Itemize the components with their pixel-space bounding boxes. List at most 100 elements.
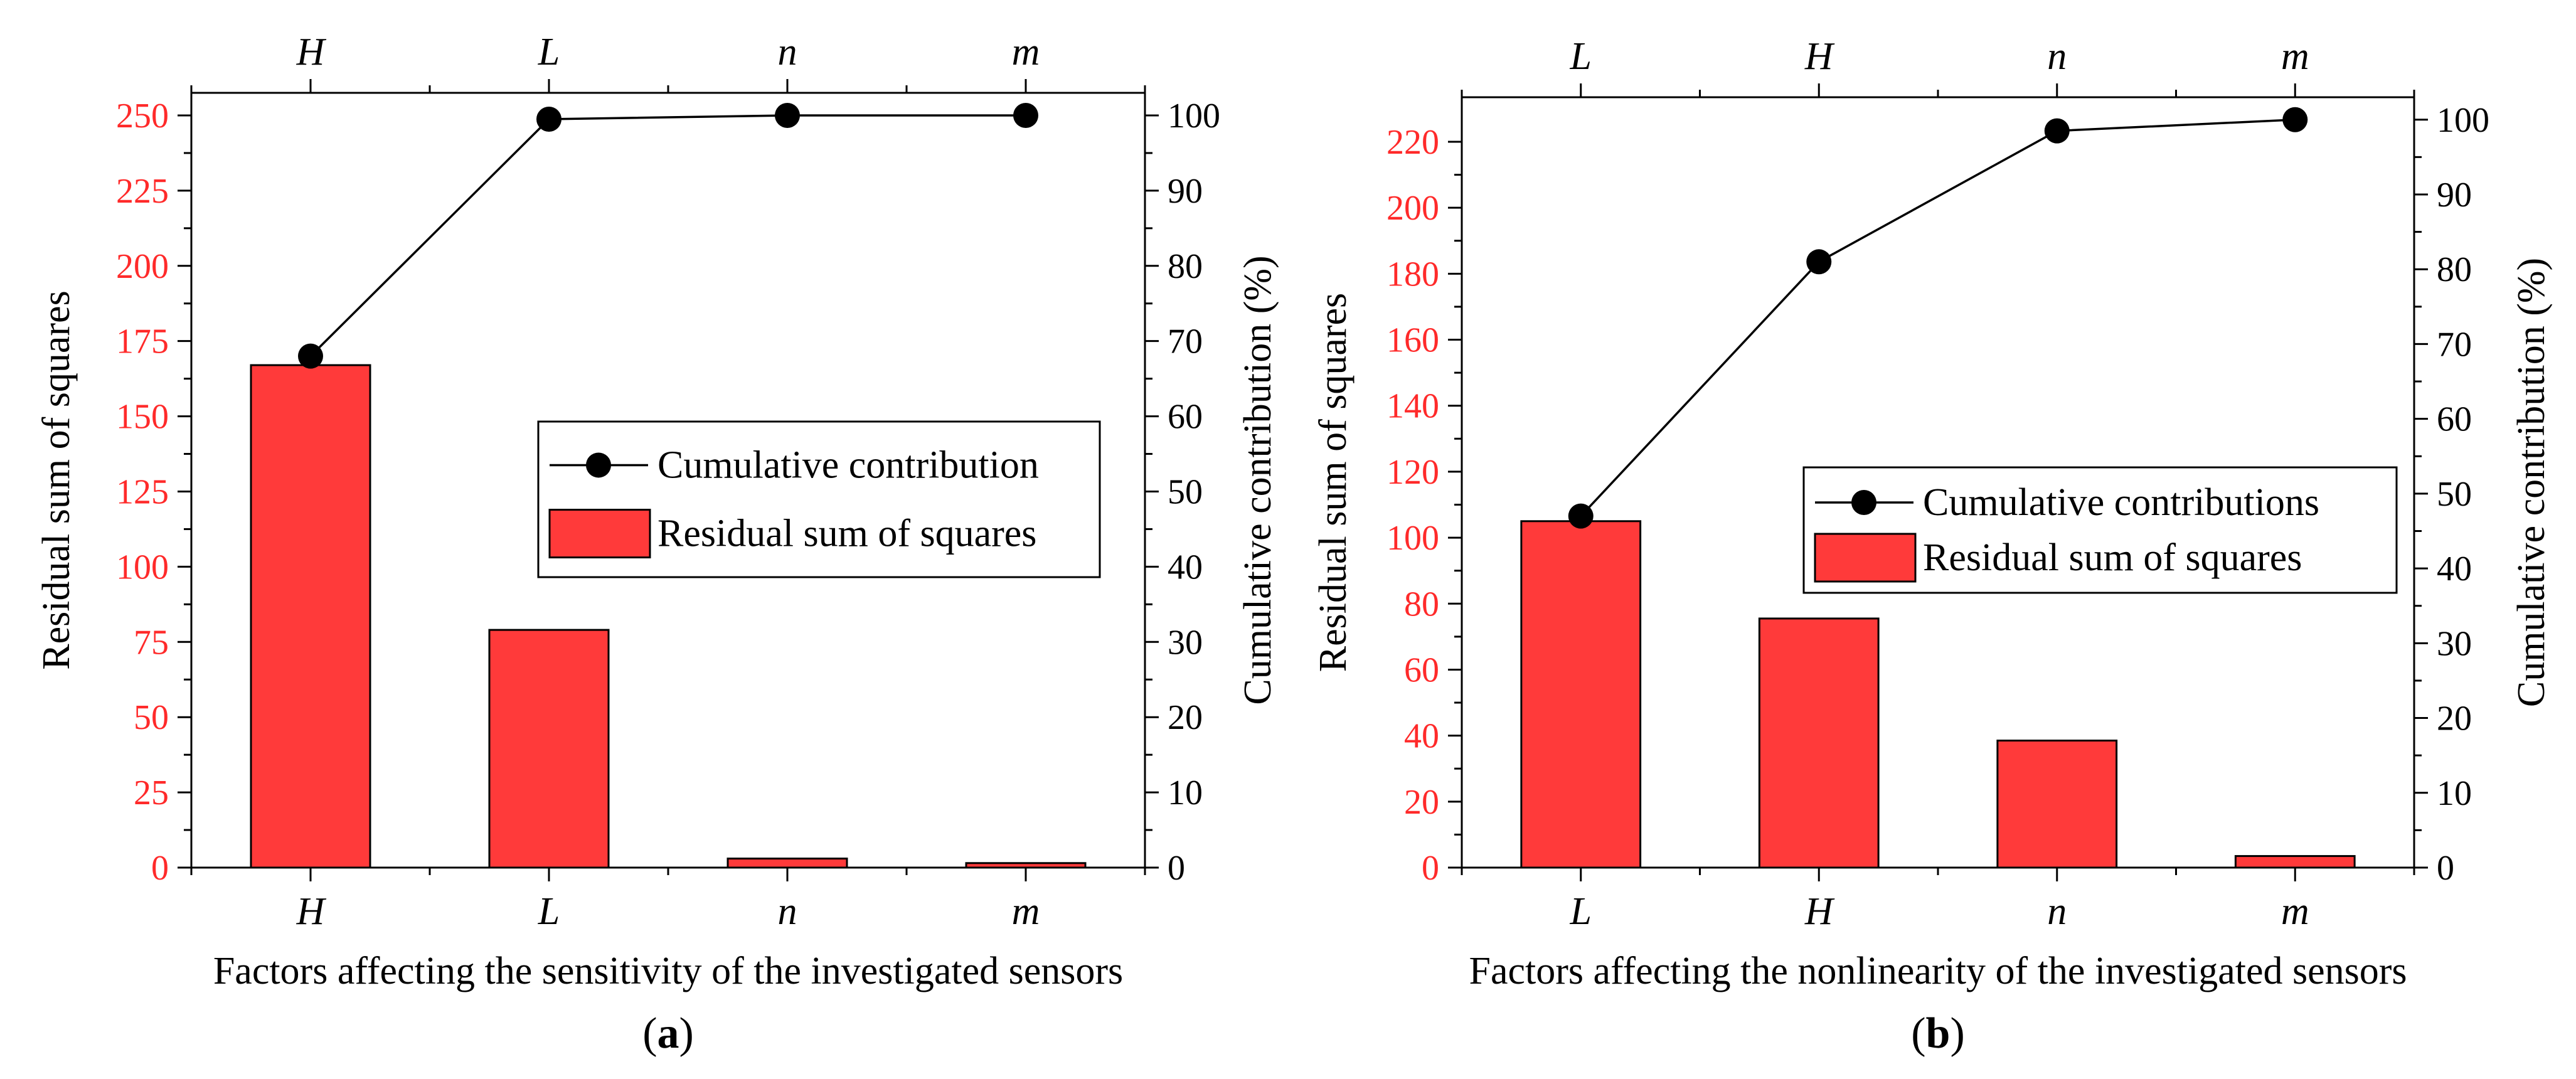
right-tick-label: 50 [2437,475,2472,514]
right-tick-label: 90 [2437,176,2472,215]
right-tick-label: 80 [1168,247,1203,286]
bar-L [1520,520,1642,869]
x-axis-title: Factors affecting the sensitivity of the… [213,950,1123,992]
cumulative-point-L [536,106,562,132]
x-category-label-top: m [2281,35,2309,78]
y-axis-title-left: Residual sum of squares [1312,293,1355,672]
left-tick-label: 125 [116,472,169,511]
x-category-label-bottom: L [538,890,560,933]
cumulative-point-H [1806,249,1832,275]
panel-b: 0 20 40 60 80 100 120 140 160 180 200 220 0 10 20 30 40 5… [1312,35,2553,1058]
panel-a: 0 25 50 75 100 125 150 175 200 225 250 0 10 20 30 40 50 6… [35,31,1279,1058]
left-tick-label: 200 [1386,189,1439,228]
legend-bar-swatch [1814,533,1917,583]
bar-H [250,364,371,869]
legend-entry-line: Cumulative contributions [1923,481,2319,524]
cumulative-point-n [2044,118,2070,144]
x-category-label-top: L [1570,35,1592,78]
x-category-label-bottom: L [1570,890,1592,933]
left-tick-label: 140 [1386,387,1439,426]
x-category-label-top: n [778,31,797,73]
legend-marker-swatch [1851,490,1876,515]
x-category-label-bottom: H [1804,890,1835,933]
left-tick-label: 220 [1386,123,1439,162]
y-axis-title-left: Residual sum of squares [35,290,78,669]
left-tick-label: 250 [116,97,169,136]
right-tick-label: 40 [2437,550,2472,588]
x-category-label-bottom: n [778,890,797,933]
panel-label-open: ( [642,1009,657,1058]
right-tick-label: 70 [1168,322,1203,361]
right-tick-label: 60 [2437,400,2472,439]
bar-n [1996,740,2118,869]
x-category-label-bottom: m [1012,890,1040,933]
right-tick-label: 60 [1168,398,1203,437]
right-tick-label: 50 [1168,472,1203,511]
panel-label-letter: a [657,1009,679,1058]
x-category-label-top: m [1012,31,1040,73]
right-tick-label: 0 [1168,849,1185,888]
legend-entry-bar: Residual sum of squares [657,513,1036,555]
left-tick-label: 175 [116,322,169,361]
left-tick-label: 60 [1404,651,1439,689]
cumulative-line [309,114,1026,357]
left-tick-label: 25 [134,773,169,812]
legend-entry-line: Cumulative contribution [657,444,1039,486]
right-tick-label: 30 [2437,624,2472,663]
right-tick-label: 20 [1168,698,1203,737]
legend-marker-swatch [586,452,611,478]
legend-bar-swatch [548,509,651,559]
panel-label-letter: b [1926,1009,1951,1058]
left-tick-label: 0 [151,849,169,888]
cumulative-line [1580,119,2296,517]
left-tick-label: 40 [1404,717,1439,756]
left-tick-label: 180 [1386,255,1439,294]
left-tick-label: 120 [1386,453,1439,492]
left-tick-label: 80 [1404,585,1439,624]
bar-n [726,858,848,869]
left-tick-label: 0 [1422,849,1439,888]
left-tick-label: 100 [116,548,169,587]
left-tick-label: 160 [1386,321,1439,360]
panel-label: (a) [642,1009,694,1058]
right-tick-label: 90 [1168,172,1203,211]
left-tick-label: 20 [1404,783,1439,822]
panel-label-close: ) [1950,1009,1964,1058]
panel-label-close: ) [679,1009,694,1058]
y-axis-title-right: Cumulative contribution (%) [2510,258,2553,707]
cumulative-point-m [2282,107,2308,132]
x-category-label-top: L [538,31,560,73]
left-tick-label: 150 [116,398,169,437]
x-category-label-bottom: n [2047,890,2067,933]
cumulative-point-H [298,343,323,369]
legend: Cumulative contributions Residual sum of … [1802,466,2398,594]
left-tick-label: 100 [1386,519,1439,558]
right-tick-label: 100 [1168,97,1220,136]
bar-H [1758,617,1880,869]
right-tick-label: 70 [2437,325,2472,364]
right-tick-label: 40 [1168,548,1203,587]
right-tick-label: 30 [1168,623,1203,662]
right-tick-label: 0 [2437,849,2454,888]
x-category-label-top: n [2047,35,2067,78]
left-tick-label: 200 [116,247,169,286]
x-axis-title: Factors affecting the nonlinearity of th… [1469,950,2407,992]
panel-label-open: ( [1911,1009,1925,1058]
legend: Cumulative contribution Residual sum of s… [537,420,1101,578]
x-category-label-bottom: H [296,890,327,933]
right-tick-label: 100 [2437,101,2489,140]
right-tick-label: 20 [2437,699,2472,738]
y-axis-title-right: Cumulative contribution (%) [1237,255,1279,704]
bar-L [488,629,610,869]
x-category-label-bottom: m [2281,890,2309,933]
right-tick-label: 80 [2437,250,2472,289]
right-tick-label: 10 [1168,773,1203,812]
panel-label: (b) [1911,1009,1965,1058]
left-tick-label: 50 [134,698,169,737]
cumulative-point-m [1013,102,1038,128]
cumulative-point-n [775,102,800,128]
legend-entry-bar: Residual sum of squares [1923,536,2302,579]
cumulative-point-L [1568,503,1594,529]
